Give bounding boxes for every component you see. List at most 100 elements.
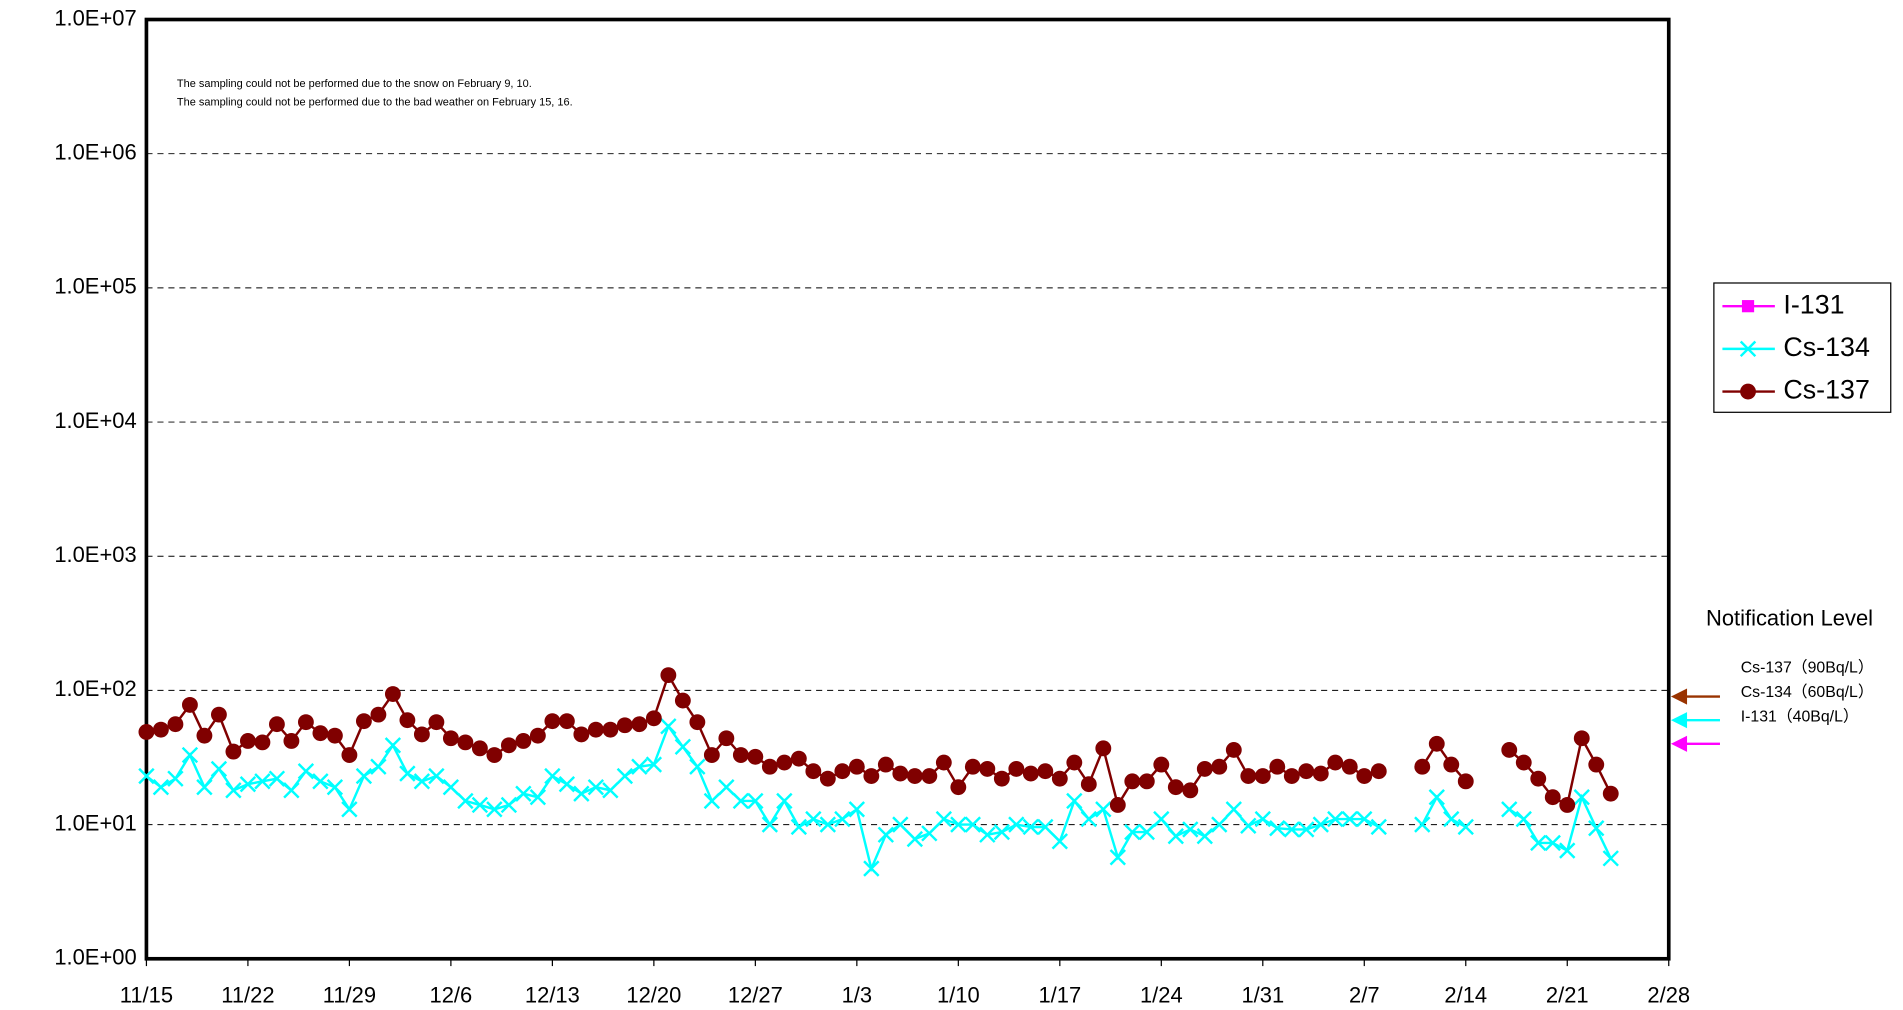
point <box>254 773 271 790</box>
point <box>196 727 213 744</box>
point <box>660 667 677 684</box>
point <box>1051 770 1068 787</box>
point <box>181 696 198 713</box>
point <box>442 779 460 796</box>
point <box>529 789 547 806</box>
point <box>384 737 402 754</box>
point <box>152 721 169 738</box>
point <box>1356 810 1373 828</box>
point <box>138 724 155 740</box>
x-tick-label: 2/14 <box>1444 982 1487 1007</box>
point <box>1327 810 1344 828</box>
point <box>1559 842 1576 859</box>
point <box>805 810 822 828</box>
point <box>1022 765 1039 782</box>
point <box>1138 773 1155 790</box>
notification-arrow <box>1670 735 1720 752</box>
point <box>1414 816 1431 833</box>
plot-frame <box>144 17 1671 961</box>
point <box>167 716 184 733</box>
notification-arrow <box>1670 688 1720 705</box>
x-tick-label: 1/17 <box>1038 982 1081 1007</box>
point <box>819 816 837 833</box>
notification-title: Notification Level <box>1706 605 1873 630</box>
point <box>921 768 938 784</box>
point <box>979 826 996 843</box>
point <box>544 767 561 785</box>
y-tick-label: 1.0E+01 <box>54 810 136 835</box>
x-tick-label: 2/21 <box>1546 982 1589 1007</box>
point <box>1443 810 1460 828</box>
point <box>1559 797 1576 813</box>
x-tick-label: 1/31 <box>1241 982 1284 1007</box>
point <box>283 782 300 799</box>
point <box>674 738 692 755</box>
point <box>964 816 982 833</box>
point <box>587 721 604 738</box>
legend-label: Cs-134 <box>1783 332 1870 362</box>
point <box>1254 768 1271 784</box>
point <box>1167 779 1184 796</box>
point <box>399 765 416 782</box>
point <box>355 767 373 785</box>
y-tick-label: 1.0E+05 <box>54 274 136 299</box>
point <box>616 767 634 785</box>
point <box>384 686 401 702</box>
point <box>1240 768 1257 784</box>
point <box>1501 801 1518 818</box>
point <box>1153 810 1170 828</box>
point <box>413 726 430 743</box>
point <box>1240 817 1257 834</box>
point <box>341 747 358 763</box>
point <box>413 773 431 790</box>
annotation: The sampling could not be performed due … <box>177 78 532 90</box>
x-tick-label: 2/7 <box>1349 982 1379 1007</box>
point <box>834 763 851 780</box>
point <box>1457 773 1474 790</box>
x-tick-label: 2/28 <box>1647 982 1690 1007</box>
point <box>1588 756 1605 773</box>
point <box>341 801 358 818</box>
point <box>1124 773 1141 790</box>
point <box>457 734 474 751</box>
point <box>631 716 648 733</box>
point <box>1443 756 1460 773</box>
notification-arrow <box>1670 712 1720 729</box>
point <box>1153 756 1170 773</box>
point <box>167 770 184 787</box>
x-tick-label: 11/29 <box>323 982 376 1007</box>
notification-label: Cs-134（60Bq/L） <box>1741 683 1874 701</box>
point <box>993 770 1010 787</box>
point <box>268 770 286 787</box>
point <box>689 758 706 775</box>
point <box>399 712 416 729</box>
point <box>152 779 170 796</box>
x-tick-label: 1/24 <box>1140 982 1183 1007</box>
point <box>1211 758 1228 775</box>
point <box>1080 810 1097 828</box>
point <box>587 779 605 796</box>
y-tick-label: 1.0E+02 <box>54 676 136 701</box>
point <box>1066 754 1083 771</box>
x-tick-label: 12/6 <box>430 982 473 1007</box>
point <box>1312 765 1329 782</box>
point <box>761 816 779 833</box>
point <box>1327 754 1344 771</box>
x-tick-label: 1/3 <box>842 982 873 1007</box>
point <box>370 758 387 775</box>
point <box>732 747 749 763</box>
point <box>1356 768 1373 784</box>
point <box>703 747 720 763</box>
point <box>1312 816 1329 833</box>
point <box>138 767 155 785</box>
point <box>1196 827 1213 845</box>
x-tick-label: 11/15 <box>120 982 173 1007</box>
notification-label: I-131（40Bq/L） <box>1741 707 1859 725</box>
point <box>863 768 880 784</box>
point <box>225 743 242 760</box>
point <box>196 779 213 796</box>
point <box>558 776 576 793</box>
point <box>1095 740 1112 757</box>
point <box>834 810 851 828</box>
point <box>935 754 952 771</box>
